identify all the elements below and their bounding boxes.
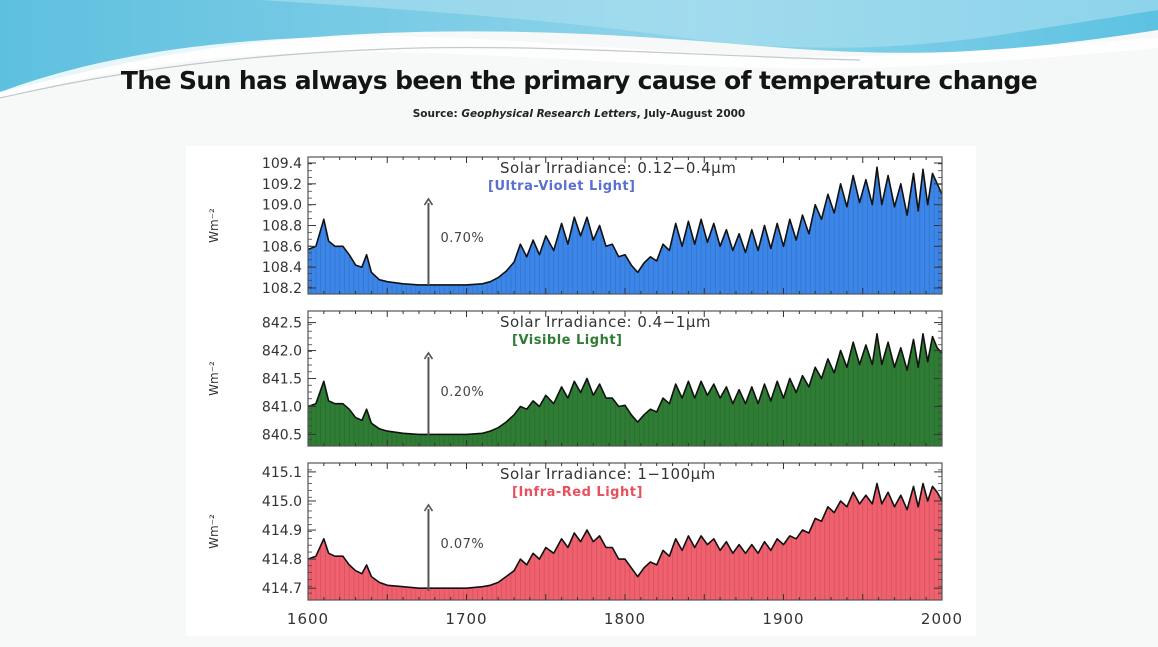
- panel-subtitle: [Ultra-Violet Light]: [488, 179, 636, 194]
- y-axis-unit: Wm⁻²: [207, 514, 221, 549]
- arrow-head-icon: [423, 503, 434, 512]
- y-tick-label: 840.5: [262, 427, 302, 443]
- panel-visible: 842.5 842.0 841.5 841.0 840.5 Wm⁻² Solar Irrad…: [207, 310, 943, 447]
- y-tick-label: 842.0: [262, 344, 302, 360]
- annotation-label: 0.20%: [440, 385, 484, 400]
- y-tick-label: 109.4: [262, 156, 302, 172]
- annotation-label: 0.07%: [440, 537, 484, 552]
- area-uv: [308, 167, 942, 294]
- chart-card: 109.4 109.2 109.0 108.8 108.6 108.4 108.2 Wm⁻² S…: [186, 146, 976, 636]
- y-tick-label: 842.5: [262, 316, 302, 332]
- series-line-visible: [307, 333, 943, 436]
- series-line-uv: [307, 166, 943, 286]
- panel-title: Solar Irradiance: 0.12−0.4μm: [500, 159, 736, 177]
- y-tick-label: 841.5: [262, 372, 302, 388]
- panel-title: Solar Irradiance: 1−100μm: [500, 465, 716, 483]
- source-prefix: Source:: [412, 108, 462, 120]
- panel-subtitle: [Visible Light]: [512, 333, 622, 348]
- x-tick-label: 1600: [287, 610, 329, 628]
- y-tick-label: 414.9: [262, 523, 302, 539]
- x-tick-label: 1700: [445, 610, 487, 628]
- y-tick-label: 108.4: [262, 260, 302, 276]
- slide-title: The Sun has always been the primary caus…: [120, 66, 1038, 95]
- area-infrared: [308, 483, 942, 600]
- y-tick-label: 109.2: [262, 177, 302, 193]
- panel-subtitle: [Infra-Red Light]: [512, 485, 643, 500]
- x-tick-label: 1900: [762, 610, 804, 628]
- panel-uv: 109.4 109.2 109.0 108.8 108.6 108.4 108.2 Wm⁻² S…: [207, 156, 943, 297]
- panel-infrared: 415.1 415.0 414.9 414.8 414.7 Wm⁻² Solar Irrad…: [207, 462, 943, 601]
- annotation-label: 0.70%: [440, 231, 484, 246]
- y-tick-label: 414.7: [262, 581, 302, 597]
- y-tick-label: 415.1: [262, 465, 302, 481]
- source-journal: Geophysical Research Letters: [461, 108, 637, 120]
- series-line-infrared: [307, 482, 943, 589]
- solar-irradiance-chart: 109.4 109.2 109.0 108.8 108.6 108.4 108.2 Wm⁻² S…: [207, 156, 963, 628]
- arrow-head-icon: [423, 197, 434, 206]
- source-suffix: , July-August 2000: [636, 108, 746, 120]
- area-visible: [308, 333, 942, 446]
- y-tick-label: 108.6: [262, 239, 302, 255]
- y-tick-label: 414.8: [262, 552, 302, 568]
- y-tick-label: 415.0: [262, 494, 302, 510]
- slide-source: Source: Geophysical Research Letters, Ju…: [0, 108, 1158, 120]
- slide-banner-decoration: [0, 0, 1158, 110]
- arrow-head-icon: [423, 351, 434, 360]
- x-tick-label: 1800: [604, 610, 646, 628]
- y-axis-unit: Wm⁻²: [207, 208, 221, 243]
- y-tick-label: 841.0: [262, 399, 302, 415]
- y-tick-label: 109.0: [262, 198, 302, 214]
- y-tick-label: 108.2: [262, 281, 302, 297]
- panel-title: Solar Irradiance: 0.4−1μm: [500, 313, 711, 331]
- y-axis-unit: Wm⁻²: [207, 361, 221, 396]
- x-tick-label: 2000: [921, 610, 963, 628]
- y-tick-label: 108.8: [262, 219, 302, 235]
